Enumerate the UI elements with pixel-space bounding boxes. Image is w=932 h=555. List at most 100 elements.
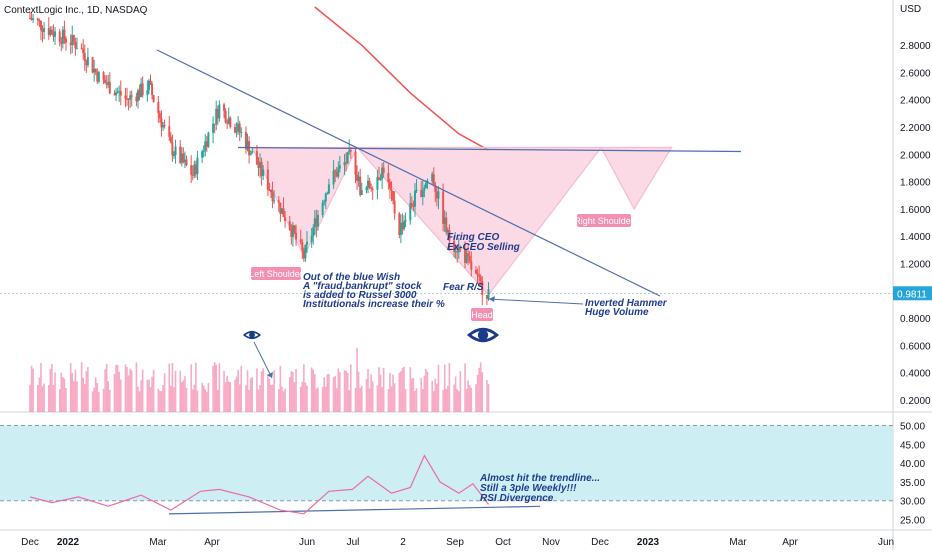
rsi-tick-label: 35.00 — [900, 478, 925, 489]
volume-bar — [240, 366, 243, 412]
volume-bar — [257, 389, 260, 412]
candle-body — [58, 31, 61, 42]
volume-bar — [456, 389, 459, 412]
price-tick-label: 2.8000 — [900, 41, 931, 52]
volume-bar — [317, 387, 319, 412]
rsi-tick-label: 25.00 — [900, 515, 925, 526]
candle-body — [388, 182, 391, 189]
volume-bar — [190, 364, 192, 412]
candle-body — [63, 29, 66, 39]
candle-body — [135, 96, 138, 102]
time-tick-label: Apr — [782, 537, 798, 548]
volume-bar — [260, 371, 263, 412]
candle-body — [409, 203, 412, 221]
volume-bar — [301, 381, 304, 412]
volume-bar — [335, 388, 338, 412]
moving-average-line — [314, 6, 489, 151]
candle-body — [105, 83, 108, 85]
rsi-tick-label: 40.00 — [900, 459, 925, 470]
volume-bar — [442, 390, 444, 412]
candle-body — [64, 38, 67, 43]
candle-body — [240, 131, 243, 133]
candle-body — [282, 208, 285, 218]
rsi-tick-label: 30.00 — [900, 497, 925, 508]
volume-bar — [146, 380, 149, 412]
volume-bar — [259, 385, 261, 412]
volume-bar — [202, 385, 205, 412]
volume-bar — [40, 362, 42, 412]
volume-bar — [127, 375, 130, 412]
volume-bar — [299, 386, 302, 412]
candle-body — [215, 108, 218, 125]
volume-bar — [238, 384, 241, 412]
volume-bar — [135, 362, 138, 412]
volume-bar — [37, 384, 39, 412]
volume-bar — [204, 389, 207, 412]
volume-bar — [52, 384, 55, 412]
arrow-head — [267, 372, 273, 378]
candle-body — [434, 184, 437, 192]
volume-bar — [425, 368, 427, 412]
candle-body — [304, 244, 307, 259]
volume-bar — [43, 383, 45, 412]
volume-bar — [459, 371, 462, 412]
candle-body — [421, 190, 424, 198]
candle-body — [163, 124, 166, 127]
candle-body — [377, 177, 380, 180]
candle-body — [437, 191, 440, 199]
candle-body — [273, 200, 276, 202]
candle-body — [182, 153, 185, 163]
volume-bar — [138, 391, 141, 412]
candle-body — [280, 208, 283, 214]
volume-bar — [196, 390, 199, 412]
pattern-label: Right Shoulder — [574, 216, 634, 226]
candle-body — [108, 81, 111, 94]
volume-bar — [268, 378, 271, 412]
candle-body — [379, 178, 382, 180]
volume-bar — [278, 389, 280, 412]
candle-body — [432, 174, 435, 185]
volume-bar — [226, 376, 228, 412]
volume-bar — [245, 385, 247, 412]
eye-icon — [242, 330, 262, 340]
candle-body — [382, 167, 385, 174]
candle-body — [71, 34, 74, 45]
pattern-label-box — [471, 308, 493, 321]
candle-body — [179, 146, 182, 163]
candle-body — [201, 151, 204, 158]
last-price-value: 0.9811 — [897, 289, 927, 300]
rsi-trendline — [168, 505, 541, 515]
volume-bar — [453, 384, 455, 412]
last-price-tag — [893, 286, 932, 301]
volume-bar — [357, 371, 360, 412]
candle-body — [266, 169, 269, 190]
candle-body — [43, 28, 46, 32]
price-tick-label: 2.4000 — [900, 96, 931, 107]
candle-body — [124, 95, 127, 99]
volume-bar — [170, 385, 172, 412]
arrow-line — [488, 298, 584, 305]
volume-bar — [310, 367, 313, 412]
candle-body — [104, 79, 107, 84]
volume-bar — [356, 348, 358, 412]
candle-body — [223, 104, 226, 111]
volume-bar — [400, 371, 402, 412]
volume-bar — [326, 374, 329, 412]
volume-bar — [174, 370, 177, 412]
candle-body — [410, 203, 413, 206]
eye-icon — [466, 327, 500, 343]
volume-bar — [415, 388, 418, 412]
time-tick-label: Jun — [299, 537, 315, 548]
candle-body — [152, 95, 155, 103]
candle-body — [446, 230, 449, 233]
volume-bar — [58, 389, 61, 412]
volume-bar — [126, 367, 128, 412]
candle-body — [367, 180, 370, 188]
volume-bar — [215, 364, 218, 412]
candle-body — [381, 167, 384, 179]
candle-body — [193, 164, 196, 176]
rsi-overbought-oversold-band — [0, 425, 893, 501]
annotation-note: Fear R/S — [443, 282, 484, 293]
volume-bar — [414, 390, 416, 412]
volume-bar — [359, 387, 361, 412]
